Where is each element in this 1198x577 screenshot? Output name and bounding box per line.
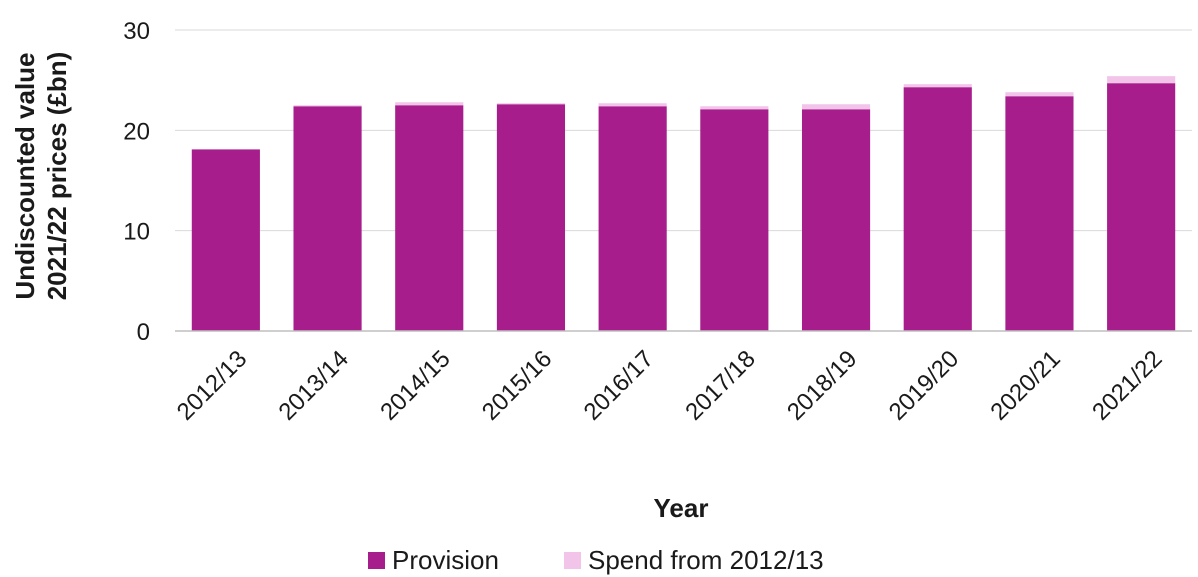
bar-spend-2020-21 [1005,92,1074,97]
bar-spend-2014-15 [395,102,464,106]
bar-provision-2017-18 [700,109,769,331]
y-tick-label-0: 0 [137,319,150,346]
bar-provision-2013-14 [293,106,362,332]
x-tick-label-2020-21: 2020/21 [985,345,1065,425]
y-tick-label-20: 20 [123,118,150,145]
x-axis-title: Year [654,493,709,523]
x-tick-label-2021-22: 2021/22 [1087,345,1167,425]
bar-provision-2019-20 [903,87,972,331]
bar-spend-2015-16 [496,103,566,105]
y-tick-label-30: 30 [123,18,150,45]
x-tick-labels: 2012/13 2013/14 2014/15 2015/16 2016/17 2017/… [172,345,1168,425]
bar-spend-2016-17 [598,103,667,107]
x-tick-label-2012-13: 2012/13 [172,345,252,425]
bar-spend-2013-14 [293,105,362,107]
bar-provision-2018-19 [801,109,871,331]
bar-provision-2016-17 [598,106,667,332]
y-axis-title-line-1: Undiscounted value [10,52,40,299]
x-tick-label-2013-14: 2013/14 [274,345,354,425]
bar-provision-2014-15 [395,105,464,331]
bar-spend-2019-20 [903,84,972,88]
y-tick-label-10: 10 [123,219,150,246]
y-tick-labels: 0 10 20 30 [123,18,150,346]
bars [191,76,1176,332]
bar-spend-2018-19 [801,104,871,110]
bar-provision-2015-16 [496,104,566,331]
x-tick-label-2019-20: 2019/20 [884,345,964,425]
bar-spend-2017-18 [700,106,769,110]
bar-provision-2012-13 [191,149,260,331]
x-tick-label-2018-19: 2018/19 [782,345,862,425]
x-tick-label-2014-15: 2014/15 [375,345,455,425]
y-axis-title-line-2: 2021/22 prices (£bn) [42,52,72,301]
legend-label-spend: Spend from 2012/13 [588,545,824,575]
legend: Provision Spend from 2012/13 [368,545,824,575]
bar-provision-2020-21 [1005,96,1074,331]
x-tick-label-2016-17: 2016/17 [579,345,659,425]
legend-label-provision: Provision [392,545,499,575]
legend-swatch-provision [368,552,385,569]
x-tick-label-2017-18: 2017/18 [680,345,760,425]
legend-swatch-spend [564,552,581,569]
bar-provision-2021-22 [1107,83,1176,331]
bar-spend-2021-22 [1107,76,1176,84]
x-tick-label-2015-16: 2015/16 [477,345,557,425]
